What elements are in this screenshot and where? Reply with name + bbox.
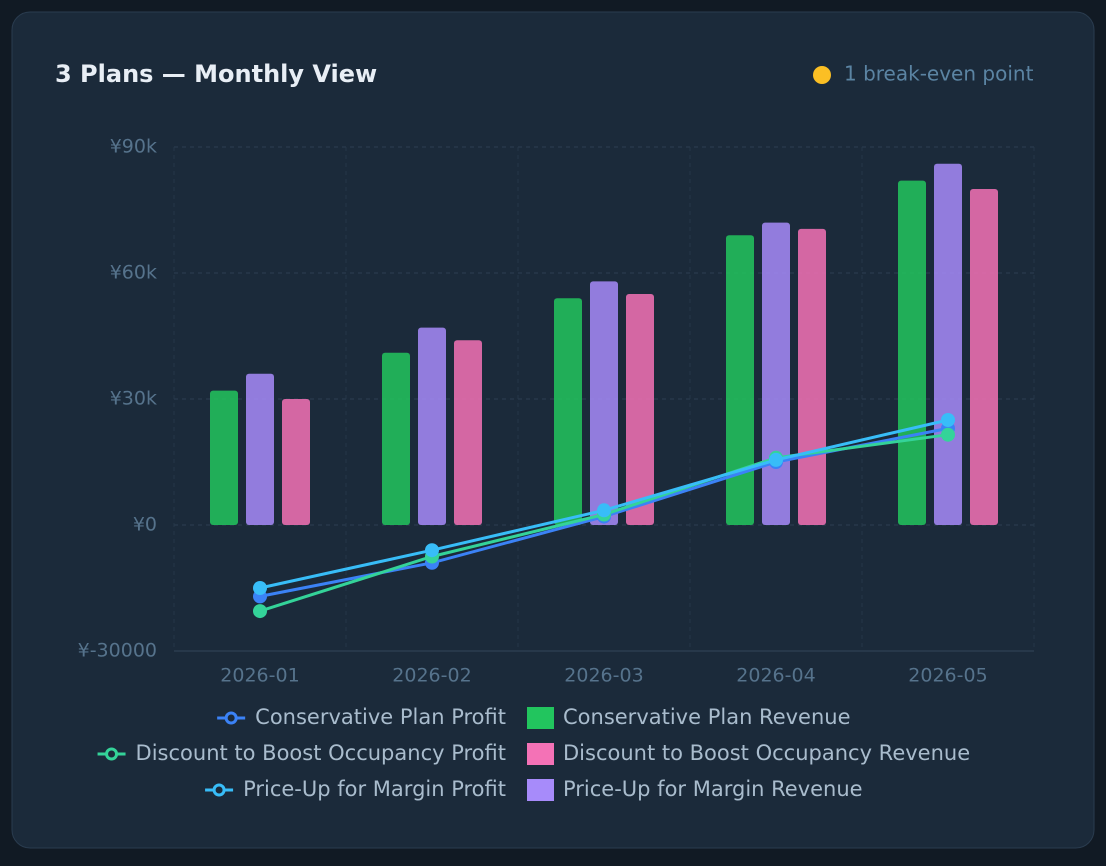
bar [210,390,238,525]
x-tick-label: 2026-04 [736,665,815,687]
bar [762,222,790,525]
y-tick-label: ¥30k [110,388,157,410]
legend-icon-dot [105,747,119,761]
bar [726,235,754,525]
bar [382,352,410,525]
point [425,543,439,558]
card [11,11,1095,849]
legend-label: Price-Up for Margin Profit [243,777,506,801]
badge: 1 break-even point [844,62,1034,86]
bar [590,281,618,525]
bar [626,294,654,525]
legend-swatch [527,743,554,765]
y-tick-label: ¥0 [133,514,157,536]
x-tick-label: 2026-05 [908,665,987,687]
y-tick-label: ¥60k [110,262,157,284]
legend-label: Discount to Boost Occupancy Revenue [563,741,970,765]
point [769,452,783,467]
x-tick-label: 2026-02 [392,665,471,687]
bar [970,189,998,525]
badge-dot [813,66,831,84]
bar [798,228,826,525]
legend-label: Discount to Boost Occupancy Profit [136,741,506,765]
bar [454,340,482,525]
y-tick-label: ¥-30000 [78,640,157,662]
bar [246,373,274,525]
legend-label: Price-Up for Margin Revenue [563,777,863,801]
legend-swatch [527,779,554,801]
point [253,581,267,595]
legend-icon-dot [212,783,226,797]
legend-label: Conservative Plan Profit [255,705,506,729]
x-tick-label: 2026-03 [564,665,643,687]
bar [418,327,446,525]
bar [898,180,926,525]
bar [282,399,310,525]
point [941,427,955,442]
legend-icon-dot [224,711,238,725]
chart-title: 3 Plans — Monthly View [55,60,377,88]
point [941,413,955,427]
legend-swatch [527,707,554,729]
bar [934,163,962,526]
bar [554,298,582,525]
point [253,604,267,619]
x-tick-label: 2026-01 [220,665,299,687]
legend-label: Conservative Plan Revenue [563,705,851,729]
y-tick-label: ¥90k [110,136,157,158]
point [597,503,611,518]
